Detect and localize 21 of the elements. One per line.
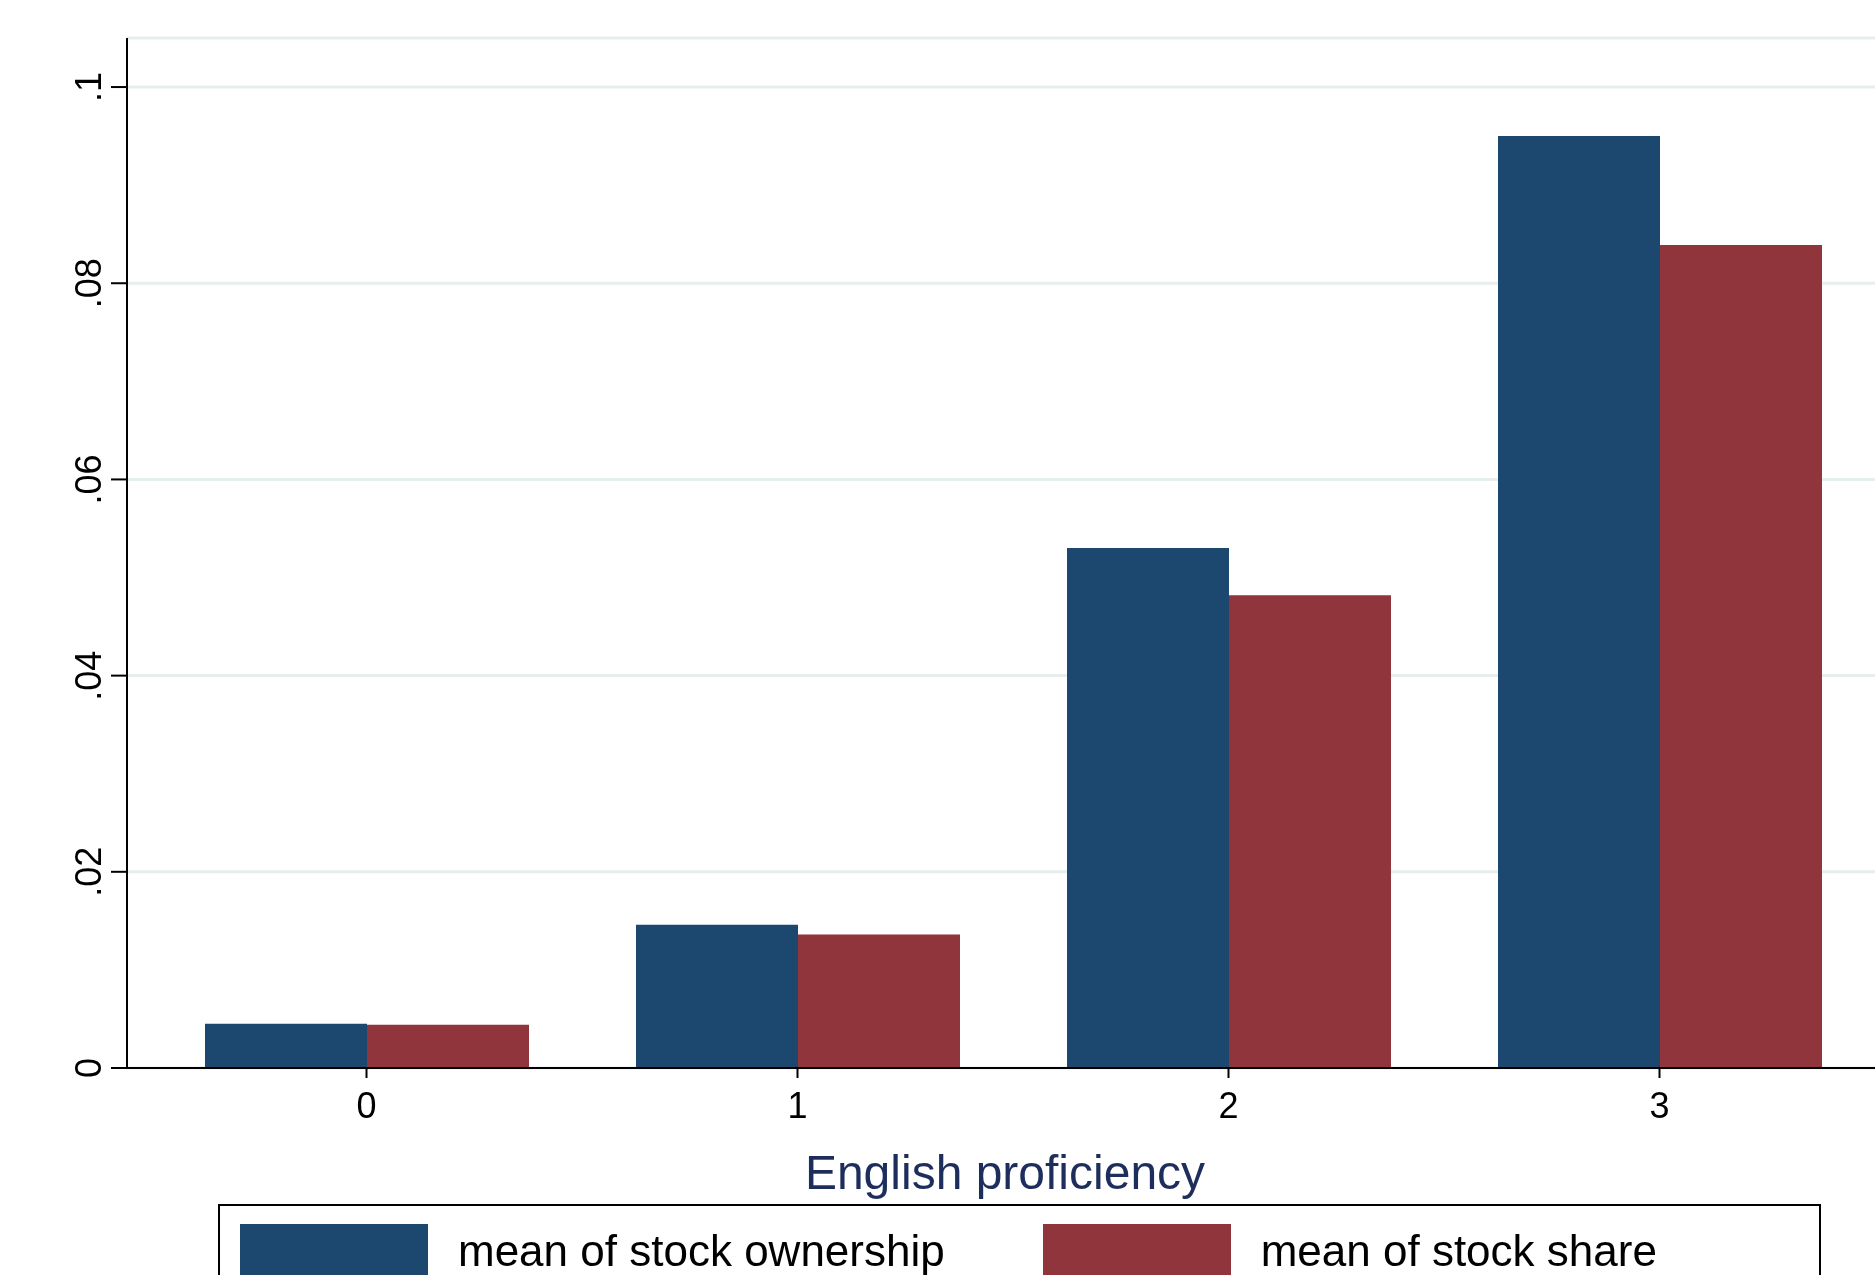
x-tick-label: 3 [1649, 1084, 1670, 1126]
y-tick-label: 0 [68, 1057, 109, 1079]
bar [1229, 595, 1391, 1068]
legend-label: mean of stock share [1260, 1225, 1657, 1275]
bar [367, 1024, 529, 1068]
y-tick-label: .06 [68, 454, 109, 505]
y-tick-label: .04 [68, 650, 109, 701]
bar [1660, 244, 1822, 1068]
y-tick-label: .1 [68, 72, 109, 103]
x-axis-title: English proficiency [803, 1145, 1207, 1200]
bar [205, 1023, 367, 1068]
bar [798, 934, 960, 1068]
x-tick-label: 0 [356, 1084, 377, 1126]
x-tick-label: 1 [787, 1084, 808, 1126]
bar [1067, 548, 1229, 1068]
y-tick-label: .02 [68, 846, 109, 897]
x-tick-label: 2 [1218, 1084, 1239, 1126]
bar [636, 924, 798, 1068]
bar [1498, 136, 1660, 1068]
legend-label: mean of stock ownership [458, 1225, 945, 1275]
y-tick-label: .08 [68, 258, 109, 309]
